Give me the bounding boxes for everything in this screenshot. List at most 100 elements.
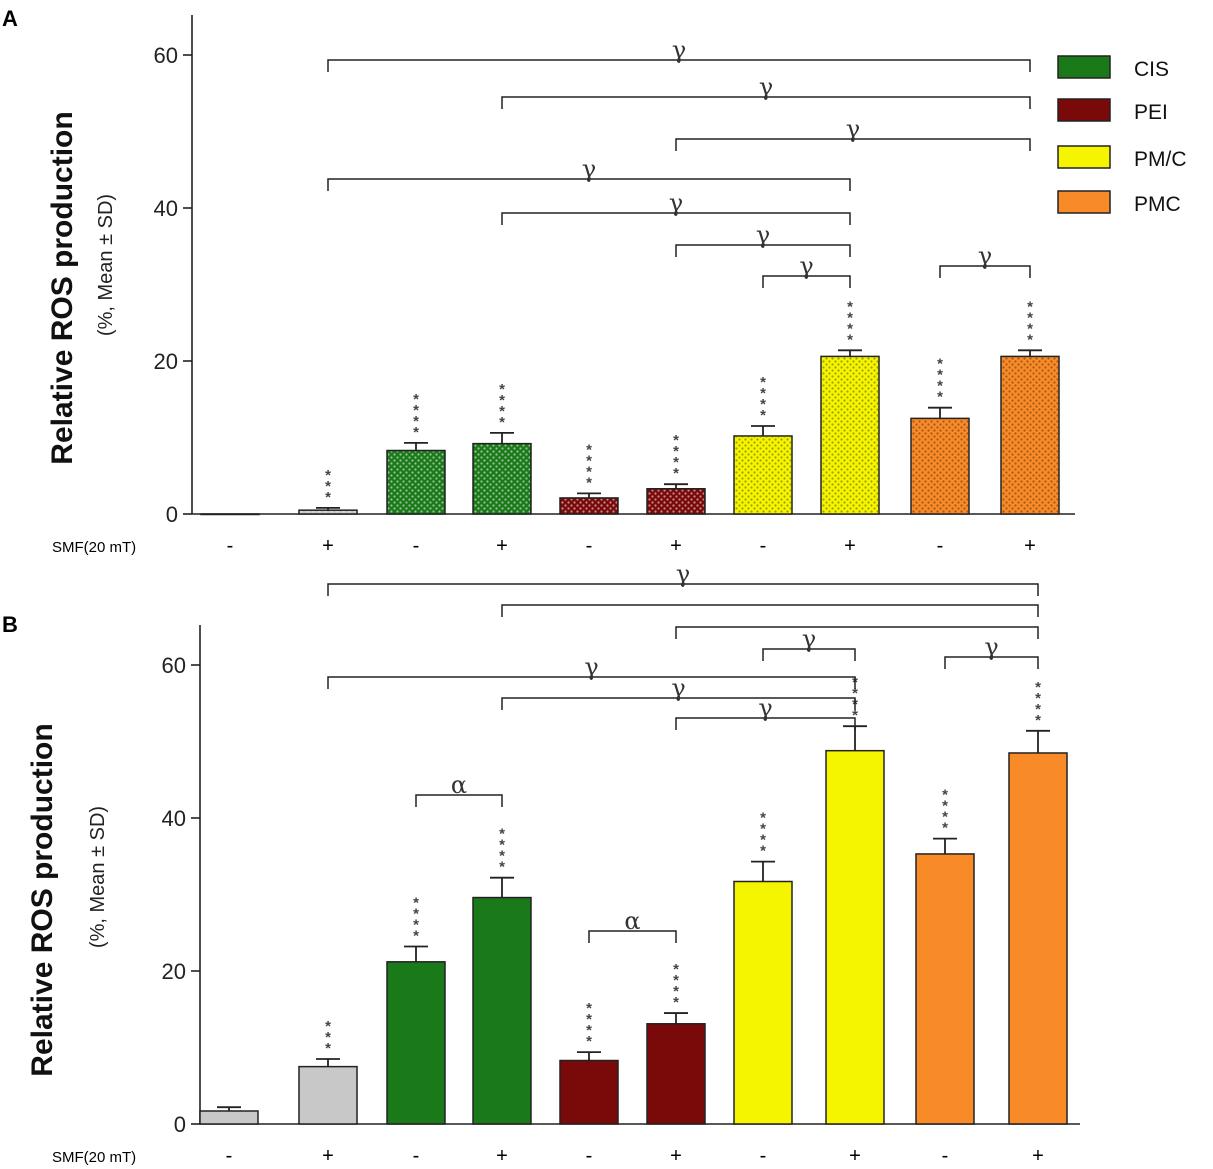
significance-star: * — [847, 331, 853, 348]
smf-sign: + — [1024, 535, 1036, 557]
significance-star: * — [1027, 309, 1033, 326]
panel-a-chart: 0204060-***+****-****+****-****+****-***… — [154, 15, 1075, 557]
comparison-label: γ — [802, 625, 816, 653]
significance-star: * — [942, 820, 948, 837]
bar — [298, 1065, 358, 1125]
significance-star: * — [499, 414, 505, 431]
panel-label-a: A — [2, 6, 18, 31]
smf-sign: - — [226, 1145, 233, 1167]
panel-b-ylabel: Relative ROS production — [26, 723, 59, 1076]
smf-sign: + — [1032, 1145, 1044, 1167]
comparison-label: γ — [669, 189, 683, 217]
significance-star: * — [673, 972, 679, 989]
panel-b-smf-label: SMF(20 mT) — [52, 1149, 136, 1166]
comparison-label: γ — [758, 694, 772, 722]
significance-star: * — [499, 859, 505, 876]
significance-star: * — [942, 798, 948, 815]
comparison-label: α — [624, 907, 640, 935]
legend-swatch-pmc-slash — [1057, 145, 1111, 169]
comparison-label: γ — [582, 155, 596, 183]
legend-label-pmc-slash: PM/C — [1134, 148, 1187, 171]
significance-star: * — [847, 298, 853, 315]
significance-star: * — [760, 843, 766, 860]
comparison-bracket — [939, 265, 1031, 278]
bar — [915, 853, 975, 1125]
significance-star: * — [586, 441, 592, 458]
comparison-label: γ — [584, 653, 598, 681]
significance-star: * — [760, 374, 766, 391]
significance-star: * — [1035, 712, 1041, 729]
significance-star: * — [586, 452, 592, 469]
bar-pattern — [300, 511, 356, 513]
panel-b-ylabel-sub: (%, Mean ± SD) — [87, 806, 109, 948]
significance-star: * — [413, 928, 419, 945]
bar-pattern — [388, 451, 444, 513]
bar — [199, 1110, 259, 1125]
significance-star: * — [942, 787, 948, 804]
smf-sign: - — [586, 535, 593, 557]
panel-b-chart: 0204060-***+****-****+****-****+****-***… — [162, 560, 1080, 1167]
smf-sign: + — [849, 1145, 861, 1167]
legend-label-cis: CIS — [1134, 58, 1169, 81]
legend-swatch-pmc — [1057, 190, 1111, 214]
significance-star: * — [325, 489, 331, 506]
significance-star: * — [760, 385, 766, 402]
significance-star: * — [852, 707, 858, 724]
significance-star: * — [586, 1033, 592, 1050]
significance-star: * — [499, 381, 505, 398]
significance-star: * — [586, 474, 592, 491]
y-tick-label: 20 — [154, 349, 178, 374]
comparison-bracket — [501, 697, 856, 710]
smf-sign: + — [322, 535, 334, 557]
significance-star: * — [325, 467, 331, 484]
comparison-label: γ — [671, 674, 685, 702]
comparison-label: α — [451, 771, 467, 799]
y-tick-label: 40 — [154, 196, 178, 221]
comparison-bracket — [501, 96, 1031, 109]
significance-star: * — [937, 389, 943, 406]
smf-sign: - — [413, 1145, 420, 1167]
significance-star: * — [1035, 690, 1041, 707]
significance-star: * — [847, 320, 853, 337]
comparison-bracket — [588, 930, 677, 943]
comparison-label: γ — [978, 242, 992, 270]
comparison-label: γ — [672, 36, 686, 64]
significance-star: * — [760, 832, 766, 849]
bar — [200, 513, 260, 516]
significance-star: * — [673, 961, 679, 978]
significance-star: * — [499, 826, 505, 843]
significance-star: * — [942, 809, 948, 826]
significance-star: * — [413, 906, 419, 923]
significance-star: * — [413, 391, 419, 408]
comparison-bracket — [327, 59, 1031, 72]
significance-star: * — [325, 478, 331, 495]
significance-star: * — [760, 407, 766, 424]
significance-star: * — [673, 454, 679, 471]
y-tick-label: 0 — [174, 1112, 186, 1137]
comparison-bracket — [762, 648, 856, 661]
significance-star: * — [937, 367, 943, 384]
y-tick-label: 40 — [162, 806, 186, 831]
significance-star: * — [586, 1011, 592, 1028]
significance-star: * — [760, 810, 766, 827]
significance-star: * — [760, 821, 766, 838]
comparison-label: γ — [846, 115, 860, 143]
significance-star: * — [586, 1022, 592, 1039]
significance-star: * — [673, 994, 679, 1011]
smf-sign: - — [760, 1145, 767, 1167]
legend: CIS PEI PM/C PMC — [1057, 55, 1187, 216]
significance-star: * — [325, 1018, 331, 1035]
significance-star: * — [586, 1000, 592, 1017]
significance-star: * — [852, 685, 858, 702]
significance-star: * — [673, 443, 679, 460]
significance-star: * — [413, 895, 419, 912]
significance-star: * — [499, 392, 505, 409]
comparison-label: γ — [759, 73, 773, 101]
comparison-label: γ — [676, 560, 690, 588]
significance-star: * — [1027, 320, 1033, 337]
y-tick-label: 0 — [166, 502, 178, 527]
significance-star: * — [1027, 298, 1033, 315]
comparison-bracket — [675, 626, 1039, 639]
significance-star: * — [499, 837, 505, 854]
